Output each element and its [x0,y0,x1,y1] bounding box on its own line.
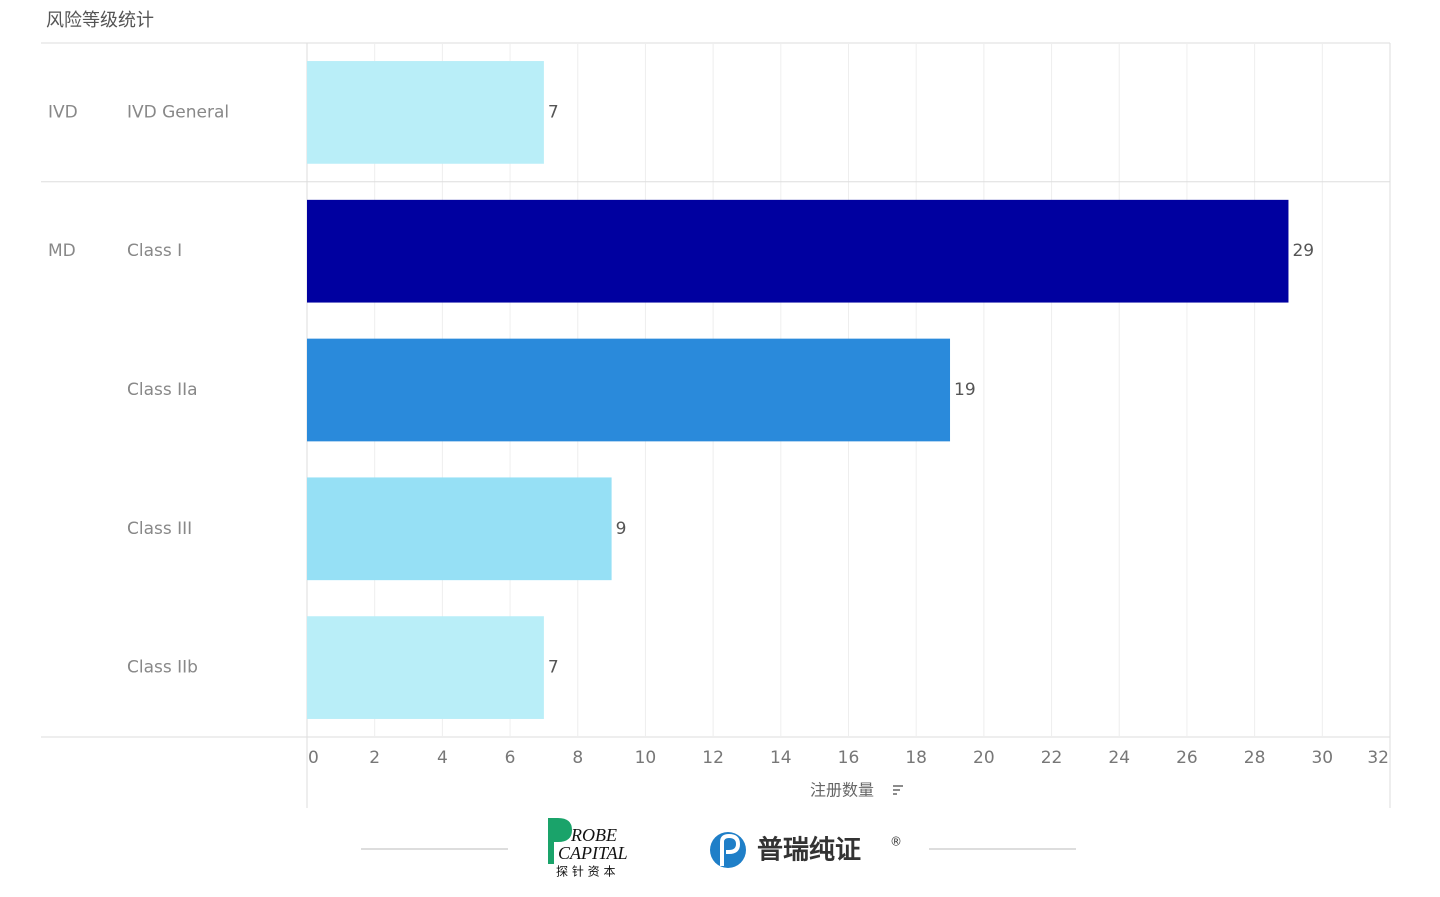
category-label: Class III [127,519,192,539]
x-tick-label: 30 [1311,748,1333,768]
x-tick-label: 28 [1244,748,1266,768]
x-tick-label: 4 [437,748,448,768]
bar [307,338,951,442]
x-tick-label: 0 [308,748,319,768]
bar [307,61,544,164]
brand1-line2: CAPITAL [558,843,628,863]
chart-title: 风险等级统计 [46,10,154,31]
brand1-logo: ROBE CAPITAL 探 针 资 本 [548,818,628,879]
data-label: 29 [1292,241,1314,261]
x-tick-label: 12 [702,748,724,768]
category-label: IVD General [127,102,229,122]
bar [307,477,612,581]
category-label: Class I [127,241,182,261]
x-axis-title: 注册数量 [810,781,874,800]
x-tick-label: 26 [1176,748,1198,768]
x-tick-label: 2 [369,748,380,768]
x-tick-label: 10 [635,748,657,768]
x-tick-label: 6 [505,748,516,768]
data-label: 9 [616,519,627,539]
category-label: Class IIb [127,658,198,678]
x-tick-label: 24 [1108,748,1130,768]
x-tick-label: 32 [1367,748,1389,768]
data-label: 7 [548,102,559,122]
x-tick-label: 22 [1041,748,1063,768]
category-label: Class IIa [127,380,198,400]
brand2-name: 普瑞纯证 [757,835,861,866]
brand2-logo: 普瑞纯证 ® [710,832,902,868]
x-tick-label: 16 [838,748,860,768]
group-label: MD [48,241,76,261]
x-tick-label: 14 [770,748,792,768]
data-label: 7 [548,658,559,678]
x-tick-label: 8 [572,748,583,768]
bar [307,199,1289,303]
brand2-mark: ® [890,835,902,849]
brand1-line1: ROBE [570,825,617,845]
data-label: 19 [954,380,976,400]
brand1-line3: 探 针 资 本 [556,864,615,879]
sort-icon [893,785,903,795]
bar [307,616,544,719]
group-label: IVD [48,102,78,122]
x-tick-label: 18 [905,748,927,768]
x-tick-label: 20 [973,748,995,768]
